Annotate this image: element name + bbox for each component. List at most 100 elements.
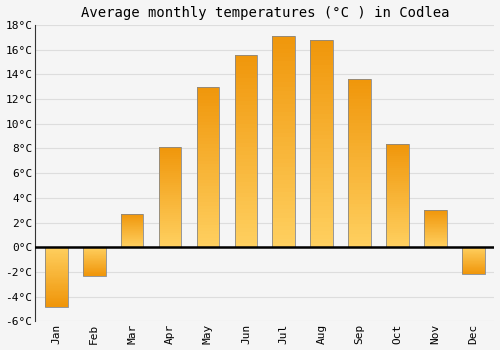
Bar	[386, 224, 409, 226]
Bar	[272, 65, 295, 70]
Bar	[348, 234, 371, 237]
Bar	[120, 226, 144, 227]
Bar	[83, 247, 106, 276]
Bar	[386, 183, 409, 185]
Bar	[462, 271, 485, 272]
Bar	[424, 239, 447, 240]
Bar	[83, 275, 106, 276]
Bar	[462, 264, 485, 265]
Bar	[234, 70, 258, 74]
Bar	[424, 238, 447, 239]
Bar	[424, 244, 447, 245]
Bar	[45, 254, 68, 256]
Bar	[424, 243, 447, 244]
Bar	[310, 127, 333, 131]
Bar	[272, 44, 295, 49]
Bar	[234, 58, 258, 62]
Bar	[310, 40, 333, 247]
Bar	[196, 170, 220, 173]
Bar	[83, 263, 106, 264]
Bar	[310, 69, 333, 73]
Bar	[310, 226, 333, 231]
Bar	[45, 290, 68, 291]
Bar	[386, 243, 409, 245]
Bar	[158, 223, 182, 225]
Bar	[348, 231, 371, 234]
Bar	[45, 273, 68, 274]
Bar	[348, 79, 371, 83]
Bar	[462, 269, 485, 270]
Bar	[158, 221, 182, 223]
Bar	[386, 144, 409, 247]
Bar	[45, 294, 68, 295]
Bar	[348, 133, 371, 136]
Bar	[424, 210, 447, 211]
Bar	[310, 131, 333, 135]
Bar	[234, 128, 258, 132]
Bar	[83, 255, 106, 256]
Bar	[158, 191, 182, 193]
Bar	[310, 235, 333, 239]
Bar	[234, 55, 258, 247]
Bar	[386, 233, 409, 235]
Bar	[424, 215, 447, 216]
Bar	[45, 283, 68, 284]
Bar	[386, 177, 409, 179]
Bar	[158, 195, 182, 197]
Bar	[45, 297, 68, 298]
Bar	[310, 114, 333, 119]
Bar	[196, 202, 220, 205]
Bar	[234, 189, 258, 193]
Bar	[310, 177, 333, 181]
Bar	[462, 266, 485, 267]
Bar	[386, 156, 409, 158]
Bar	[158, 149, 182, 151]
Bar	[83, 253, 106, 254]
Bar	[120, 231, 144, 232]
Bar	[45, 250, 68, 251]
Bar	[348, 143, 371, 146]
Bar	[272, 108, 295, 112]
Bar	[462, 252, 485, 253]
Bar	[310, 56, 333, 61]
Bar	[424, 211, 447, 212]
Bar	[158, 163, 182, 165]
Bar	[348, 150, 371, 153]
Bar	[386, 152, 409, 154]
Bar	[424, 232, 447, 233]
Bar	[348, 110, 371, 113]
Bar	[196, 193, 220, 196]
Bar	[196, 145, 220, 148]
Bar	[462, 273, 485, 274]
Bar	[272, 53, 295, 57]
Bar	[348, 106, 371, 110]
Bar	[386, 154, 409, 156]
Bar	[45, 288, 68, 289]
Bar	[348, 167, 371, 170]
Bar	[120, 221, 144, 222]
Bar	[462, 254, 485, 255]
Bar	[158, 233, 182, 235]
Bar	[234, 197, 258, 201]
Bar	[120, 223, 144, 224]
Bar	[234, 174, 258, 178]
Bar	[83, 270, 106, 271]
Bar	[424, 218, 447, 219]
Bar	[462, 249, 485, 250]
Bar	[83, 264, 106, 265]
Bar	[196, 122, 220, 125]
Bar	[83, 262, 106, 263]
Bar	[272, 175, 295, 180]
Bar	[158, 225, 182, 227]
Bar	[310, 189, 333, 193]
Bar	[234, 212, 258, 216]
Bar	[386, 229, 409, 231]
Bar	[272, 171, 295, 175]
Bar	[196, 109, 220, 112]
Bar	[234, 224, 258, 228]
Bar	[158, 245, 182, 247]
Bar	[120, 220, 144, 221]
Bar	[158, 197, 182, 199]
Bar	[45, 304, 68, 306]
Bar	[348, 140, 371, 143]
